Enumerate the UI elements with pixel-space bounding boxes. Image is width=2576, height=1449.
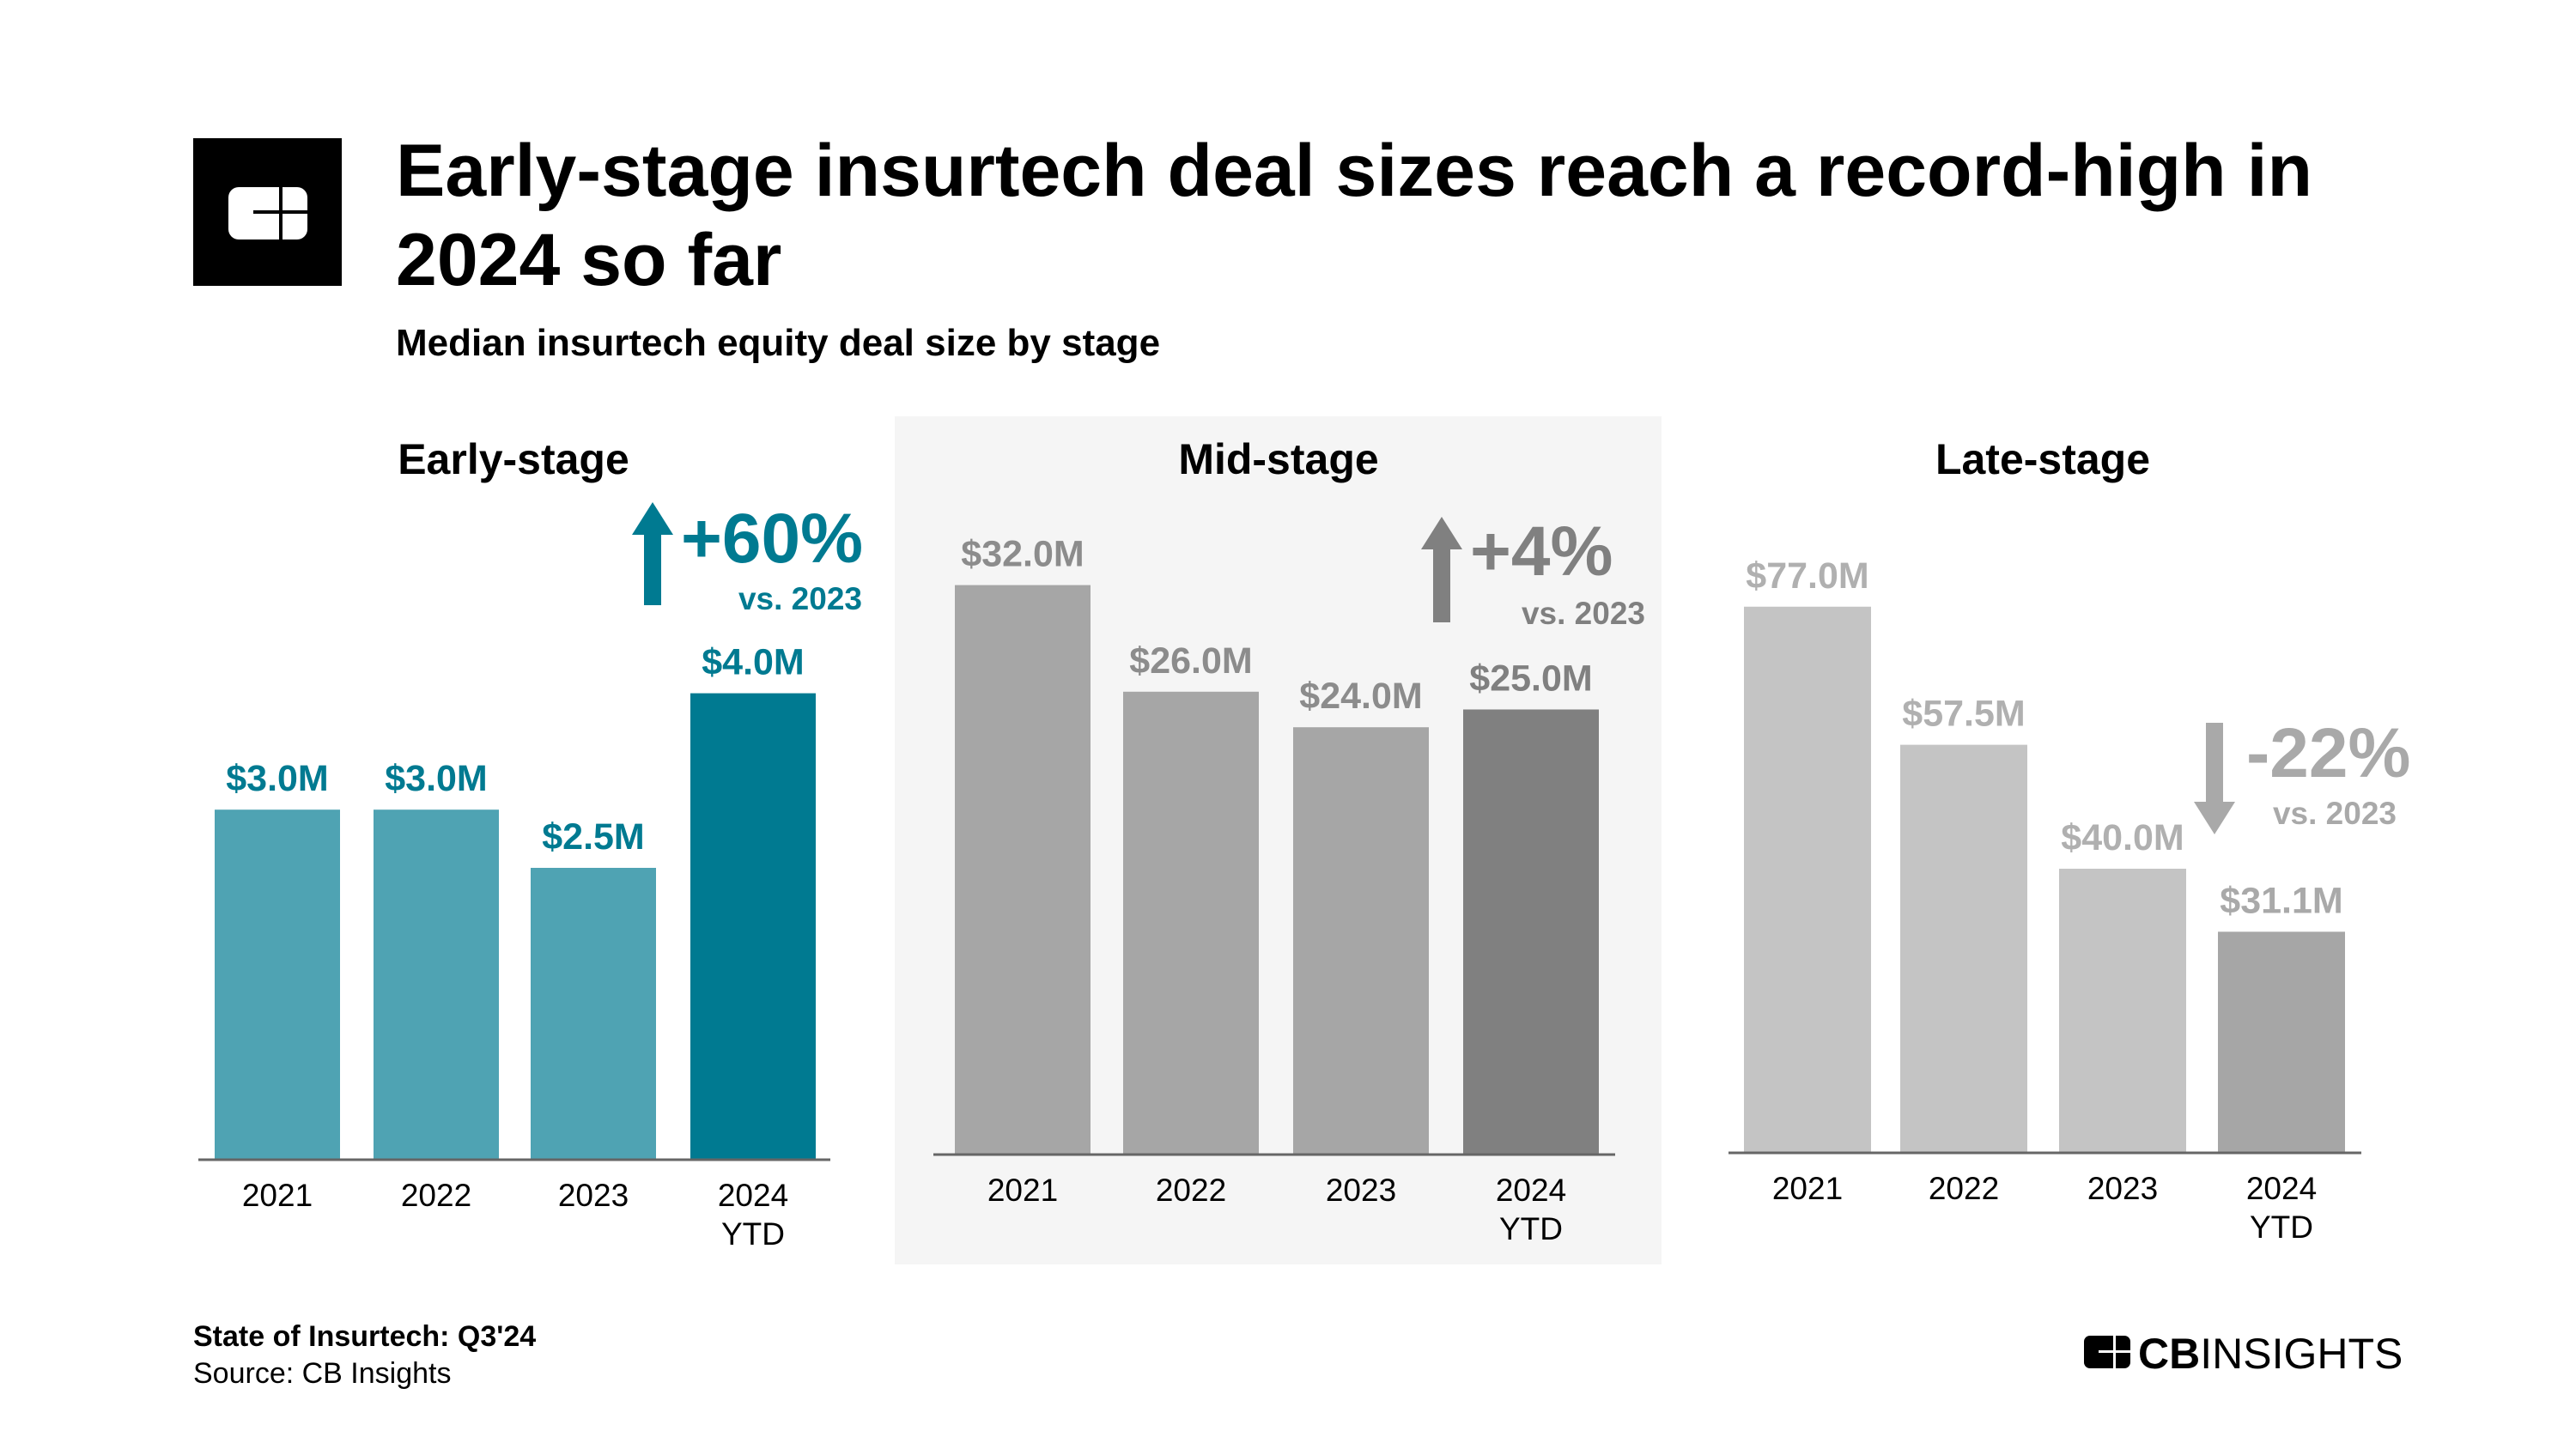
mid-stage-value-label: $25.0M: [1469, 658, 1592, 700]
late-stage-value-label: $57.5M: [1902, 694, 2025, 735]
early-stage-change-label: +60%: [681, 500, 863, 578]
early-stage-value-label: $2.5M: [542, 816, 645, 858]
mid-stage-value-label: $32.0M: [961, 534, 1084, 575]
late-stage-value-label: $77.0M: [1746, 555, 1868, 597]
early-stage-value-label: $3.0M: [385, 758, 488, 799]
early-stage-value-label: $4.0M: [702, 642, 805, 683]
mid-stage-x-tick-label: 2024: [1496, 1173, 1566, 1208]
late-stage-value-label: $40.0M: [2061, 817, 2184, 858]
cb-insights-logo: CBINSIGHTS: [2084, 1330, 2403, 1378]
mid-stage-bar: [1293, 727, 1429, 1154]
early-stage-value-label: $3.0M: [226, 758, 329, 799]
cb-logo-icon: [193, 138, 342, 286]
late-stage-x-tick-label: 2024: [2246, 1171, 2317, 1206]
early-stage-x-tick-label: 2021: [242, 1178, 313, 1213]
early-stage-bar: [374, 809, 499, 1159]
late-stage-bar: [1744, 606, 1871, 1152]
mid-stage-bar: [1463, 709, 1599, 1154]
early-stage-x-tick-label: 2022: [401, 1178, 471, 1213]
early-stage-x-tick-label: YTD: [721, 1216, 785, 1252]
early-stage-title: Early-stage: [398, 435, 629, 483]
early-stage-bar: [531, 868, 656, 1159]
subtitle: Median insurtech equity deal size by sta…: [396, 322, 1160, 364]
late-stage-change-label: -22%: [2246, 714, 2410, 792]
mid-stage-value-label: $26.0M: [1129, 640, 1252, 682]
mid-stage-bar: [955, 585, 1091, 1154]
mid-stage-x-tick-label: 2021: [987, 1173, 1058, 1208]
mid-stage-arrow-up-icon: [1421, 517, 1462, 622]
late-stage-x-tick-label: YTD: [2250, 1210, 2313, 1245]
early-stage-bar: [215, 809, 340, 1159]
early-stage-x-tick-label: 2023: [558, 1178, 629, 1213]
footer-report: State of Insurtech: Q3'24: [193, 1320, 536, 1353]
early-stage-arrow-up-icon: [632, 502, 673, 605]
late-stage-x-tick-label: 2021: [1772, 1171, 1843, 1206]
mid-stage-x-tick-label: YTD: [1499, 1211, 1563, 1246]
mid-stage-change-label: +4%: [1470, 512, 1613, 591]
mid-stage-value-label: $24.0M: [1299, 676, 1422, 717]
mid-stage-bar: [1123, 691, 1259, 1154]
mid-stage-title: Mid-stage: [1178, 435, 1378, 483]
late-stage-bar: [2218, 931, 2345, 1152]
svg-text:CBINSIGHTS: CBINSIGHTS: [2138, 1330, 2403, 1378]
page-title-line2: 2024 so far: [396, 219, 781, 301]
mid-stage-x-tick-label: 2023: [1326, 1173, 1396, 1208]
early-stage-vs-label: vs. 2023: [738, 581, 862, 616]
mid-stage-x-tick-label: 2022: [1156, 1173, 1226, 1208]
mid-stage-vs-label: vs. 2023: [1522, 596, 1645, 631]
cb-logo-mark-icon: [2084, 1336, 2130, 1368]
late-stage-arrow-down-icon: [2194, 723, 2235, 834]
late-stage-bar: [1900, 744, 2027, 1152]
late-stage-vs-label: vs. 2023: [2273, 796, 2397, 831]
early-stage-x-tick-label: 2024: [718, 1178, 788, 1213]
early-stage-bar: [690, 693, 816, 1159]
page-title: Early-stage insurtech deal sizes reach a…: [396, 130, 2312, 212]
late-stage-value-label: $31.1M: [2220, 880, 2342, 921]
late-stage-x-tick-label: 2023: [2087, 1171, 2158, 1206]
late-stage-title: Late-stage: [1935, 435, 2150, 483]
late-stage-x-tick-label: 2022: [1929, 1171, 1999, 1206]
footer-source: Source: CB Insights: [193, 1357, 451, 1390]
late-stage-bar: [2059, 869, 2186, 1152]
